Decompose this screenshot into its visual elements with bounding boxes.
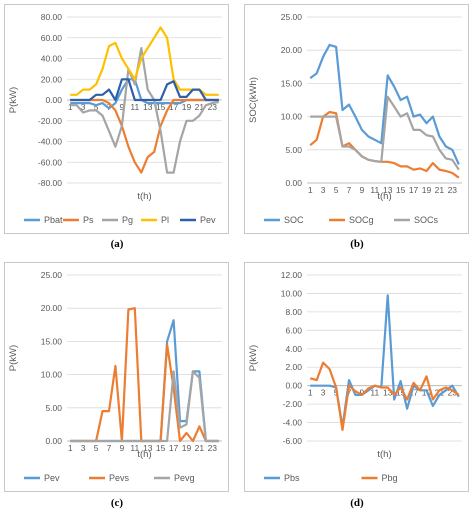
x-tick-label: 21 [435,185,445,195]
y-tick-label: -2.00 [283,399,303,409]
x-axis-title: t(h) [137,191,151,202]
x-tick-label: 21 [195,443,205,453]
x-tick-label: 7 [347,185,352,195]
legend-label-soc: SOC [284,215,304,225]
x-axis-title: t(h) [377,449,391,460]
chart-panel-d: 12.00 10.00 8.00 6.00 4.00 2.00 0.00 -2.00 -4.00… [244,262,469,492]
y-tick-label: 60.00 [41,33,63,43]
x-axis-title: t(h) [377,191,391,202]
x-tick-label: 23 [208,443,218,453]
x-tick-label: 23 [448,185,458,195]
legend-label-socg: SOCg [349,215,374,225]
y-tick-label: -4.00 [283,418,303,428]
y-tick-label: 6.00 [285,325,302,335]
y-tick-label: 0.00 [45,95,62,105]
chart-d-svg: 12.00 10.00 8.00 6.00 4.00 2.00 0.00 -2.00 -4.00… [245,263,470,493]
y-tick-label: 20.00 [41,74,63,84]
legend-label-socs: SOCs [414,215,439,225]
y-axis-title: SOC(kWh) [248,77,259,123]
y-tick-label: 20.00 [41,303,63,313]
y-tick-label: -60.00 [38,157,62,167]
x-tick-label: 9 [120,443,125,453]
y-tick-label: 10.00 [281,288,303,298]
x-tick-label: 1 [308,185,313,195]
y-tick-label: -20.00 [38,116,62,126]
y-tick-label: 20.00 [281,45,303,55]
x-tick-label: 5 [334,185,339,195]
legend-label-pevs: Pevs [109,473,130,483]
x-tick-label: 1 [68,443,73,453]
y-axis-title: P(kW) [8,345,19,371]
x-tick-label: 3 [321,185,326,195]
y-tick-label: 0.00 [45,436,62,446]
series-line-pev [70,320,219,441]
chart-a-svg: 80.00 60.00 40.00 20.00 0.00 -20.00 -40.00 -60.… [5,5,230,235]
x-tick-label: 1 [308,388,313,398]
legend-label-pbg: Pbg [382,473,398,483]
x-tick-label: 3 [81,443,86,453]
y-tick-label: 5.00 [45,403,62,413]
legend-label-pbs: Pbs [284,473,300,483]
y-tick-label: 10.00 [41,370,63,380]
x-tick-label: 19 [422,185,432,195]
x-tick-label: 17 [169,443,179,453]
y-tick-label: 0.00 [285,178,302,188]
x-tick-label: 15 [156,443,166,453]
y-tick-label: -80.00 [38,178,62,188]
x-tick-label: 5 [94,443,99,453]
series-line-pbs [310,295,459,427]
chart-panel-b: 25.00 20.00 15.00 10.00 5.00 0.00 1 3 5 7 9 11 13 15 1… [244,4,469,234]
legend-label-pbat: Pbat [44,215,63,225]
x-tick-label: 3 [321,388,326,398]
y-axis-title: P(kW) [8,87,19,113]
x-tick-label: 11 [130,102,139,112]
series-line-pev [70,79,219,100]
chart-panel-c: 25.00 20.00 15.00 10.00 5.00 0.00 1 3 5 7 9 11 13 15 1… [4,262,229,492]
y-tick-label: 10.00 [281,112,303,122]
x-tick-label: 9 [360,185,365,195]
panel-caption-a: (a) [97,238,137,250]
y-tick-label: 5.00 [285,145,302,155]
y-tick-label: 4.00 [285,344,302,354]
x-tick-label: 15 [396,185,406,195]
y-tick-label: -40.00 [38,137,62,147]
legend-label-ps: Ps [83,215,94,225]
chart-panel-a: 80.00 60.00 40.00 20.00 0.00 -20.00 -40.00 -60.… [4,4,229,234]
legend-label-pev: Pev [200,215,216,225]
x-tick-label: 19 [182,102,192,112]
panel-caption-b: (b) [337,238,377,250]
y-tick-label: -6.00 [283,436,303,446]
y-tick-label: 15.00 [41,336,63,346]
y-tick-label: 15.00 [281,78,303,88]
y-tick-label: 0.00 [285,381,302,391]
x-tick-label: 17 [409,185,419,195]
series-line-soc [310,45,459,164]
panel-caption-d: (d) [337,497,377,509]
legend-label-pevg: Pevg [174,473,195,483]
panel-caption-c: (c) [97,497,137,509]
x-tick-label: 19 [182,443,192,453]
legend-label-pg: Pg [122,215,133,225]
y-axis-title: P(kW) [248,345,259,371]
y-tick-label: 12.00 [281,270,303,280]
y-tick-label: 25.00 [281,12,303,22]
legend-label-pev: Pev [44,473,60,483]
x-axis-title: t(h) [137,449,151,460]
y-tick-label: 25.00 [41,270,63,280]
y-tick-label: 80.00 [41,12,63,22]
y-tick-label: 40.00 [41,54,63,64]
legend-label-pl: Pl [161,215,169,225]
y-tick-label: 8.00 [285,307,302,317]
y-tick-label: 2.00 [285,362,302,372]
x-tick-label: 7 [107,443,112,453]
